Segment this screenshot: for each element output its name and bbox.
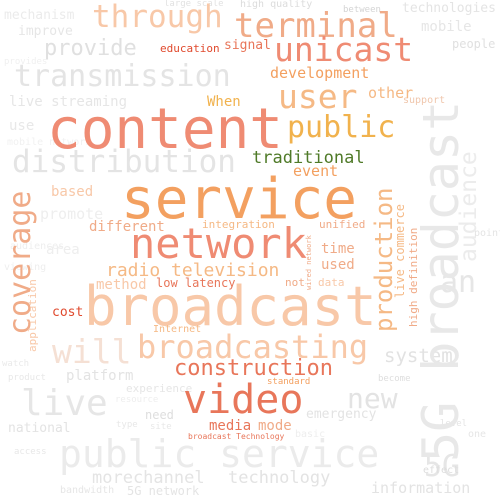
word-provide: provide	[44, 36, 137, 61]
word-video: video	[183, 377, 304, 423]
word-used: used	[321, 257, 355, 273]
word-resource: resource	[115, 395, 159, 405]
word-broadcasting: broadcasting	[137, 328, 369, 366]
word-public: public	[287, 110, 396, 145]
word-effect: effect	[423, 465, 460, 476]
word-audiences: audiences	[10, 241, 65, 252]
word-not: not	[285, 276, 305, 289]
word-level: level	[440, 419, 468, 429]
word-five-g: 5G	[424, 449, 461, 484]
word-unified: unified	[319, 218, 366, 231]
word-5g-network: 5G network	[127, 484, 200, 498]
word-user: user	[278, 77, 358, 116]
word-improve: improve	[18, 24, 73, 39]
word-development: development	[270, 64, 370, 82]
word-area: area	[46, 242, 80, 258]
word-network: network	[130, 219, 308, 268]
word-live-commerce: live commerce	[393, 204, 407, 298]
word-provides: provides	[4, 57, 48, 67]
word-experience: experience	[126, 382, 193, 395]
word-terminal: terminal	[234, 6, 398, 46]
word-other: other	[368, 84, 414, 102]
word-will: will	[52, 332, 132, 371]
word-technologies: technologies	[402, 1, 496, 16]
word-content: content	[47, 97, 284, 162]
word-one: one	[468, 429, 487, 440]
word-media: media	[209, 418, 252, 434]
word-integration: integration	[202, 218, 275, 231]
word-signal: signal	[224, 38, 271, 53]
word-an: an	[440, 265, 477, 300]
word-system: system	[384, 345, 453, 367]
word-information: information	[371, 479, 471, 497]
word-event: event	[293, 162, 339, 180]
word-mobile-network: mobile network	[7, 137, 92, 148]
word-based: based	[51, 184, 94, 200]
word-access: access	[14, 447, 47, 457]
word-become: become	[378, 374, 411, 384]
word-when: When	[207, 94, 241, 110]
word-broadcast-technology: broadcast Technology	[188, 432, 285, 441]
word-traditional: traditional	[252, 148, 365, 168]
word-point: point	[474, 228, 500, 239]
word-viewing: viewing	[4, 262, 47, 273]
word-use: use	[9, 118, 35, 134]
word-broadcast-right: 5G broadcast	[412, 100, 470, 462]
word-broadcast-main: broadcast	[84, 275, 377, 338]
word-method: method	[96, 277, 147, 293]
word-support: support	[403, 95, 446, 106]
word-public-service: public service	[59, 432, 380, 476]
word-site: site	[150, 422, 172, 432]
word-mode: mode	[258, 418, 292, 434]
word-morechannel: morechannel	[92, 468, 205, 488]
word-technology: technology	[228, 468, 331, 488]
word-product: product	[8, 373, 46, 383]
word-large-scale: large scale	[164, 0, 224, 9]
word-people: people	[452, 37, 496, 51]
word-mechanism: mechanism	[4, 8, 75, 23]
word-watch: watch	[2, 359, 30, 369]
word-promote: promote	[40, 205, 104, 223]
word-new: new	[347, 382, 398, 415]
word-through: through	[92, 0, 223, 35]
word-distribution: distribution	[12, 144, 236, 180]
word-time: time	[321, 241, 355, 257]
word-need: need	[145, 408, 174, 422]
word-platform: platform	[66, 368, 134, 384]
word-live: live	[21, 383, 108, 424]
word-education: education	[160, 42, 220, 55]
word-construction: construction	[174, 356, 333, 381]
word-radio-television: radio television	[106, 260, 280, 281]
word-bandwidth: bandwidth	[60, 485, 115, 496]
word-mobile: mobile	[421, 19, 472, 35]
word-national: national	[8, 421, 71, 436]
word-low-latency: low latency	[156, 276, 236, 290]
word-live-streaming: live streaming	[9, 94, 128, 110]
word-wired-network: wired network	[305, 235, 313, 290]
word-high-quality: high quality	[240, 0, 313, 10]
word-data: data	[318, 276, 345, 289]
word-type: type	[116, 420, 138, 430]
word-application: application	[26, 279, 39, 352]
word-service: service	[121, 167, 358, 232]
word-between: between	[343, 5, 381, 15]
word-internet: Internet	[153, 324, 202, 335]
word-standard: standard	[267, 377, 311, 387]
word-unicast: unicast	[274, 30, 414, 69]
word-transmission: transmission	[14, 59, 231, 94]
word-cost: cost	[52, 305, 84, 320]
word-basic: basic	[295, 429, 326, 440]
word-different: different	[89, 219, 165, 235]
word-emergency: emergency	[306, 407, 377, 422]
